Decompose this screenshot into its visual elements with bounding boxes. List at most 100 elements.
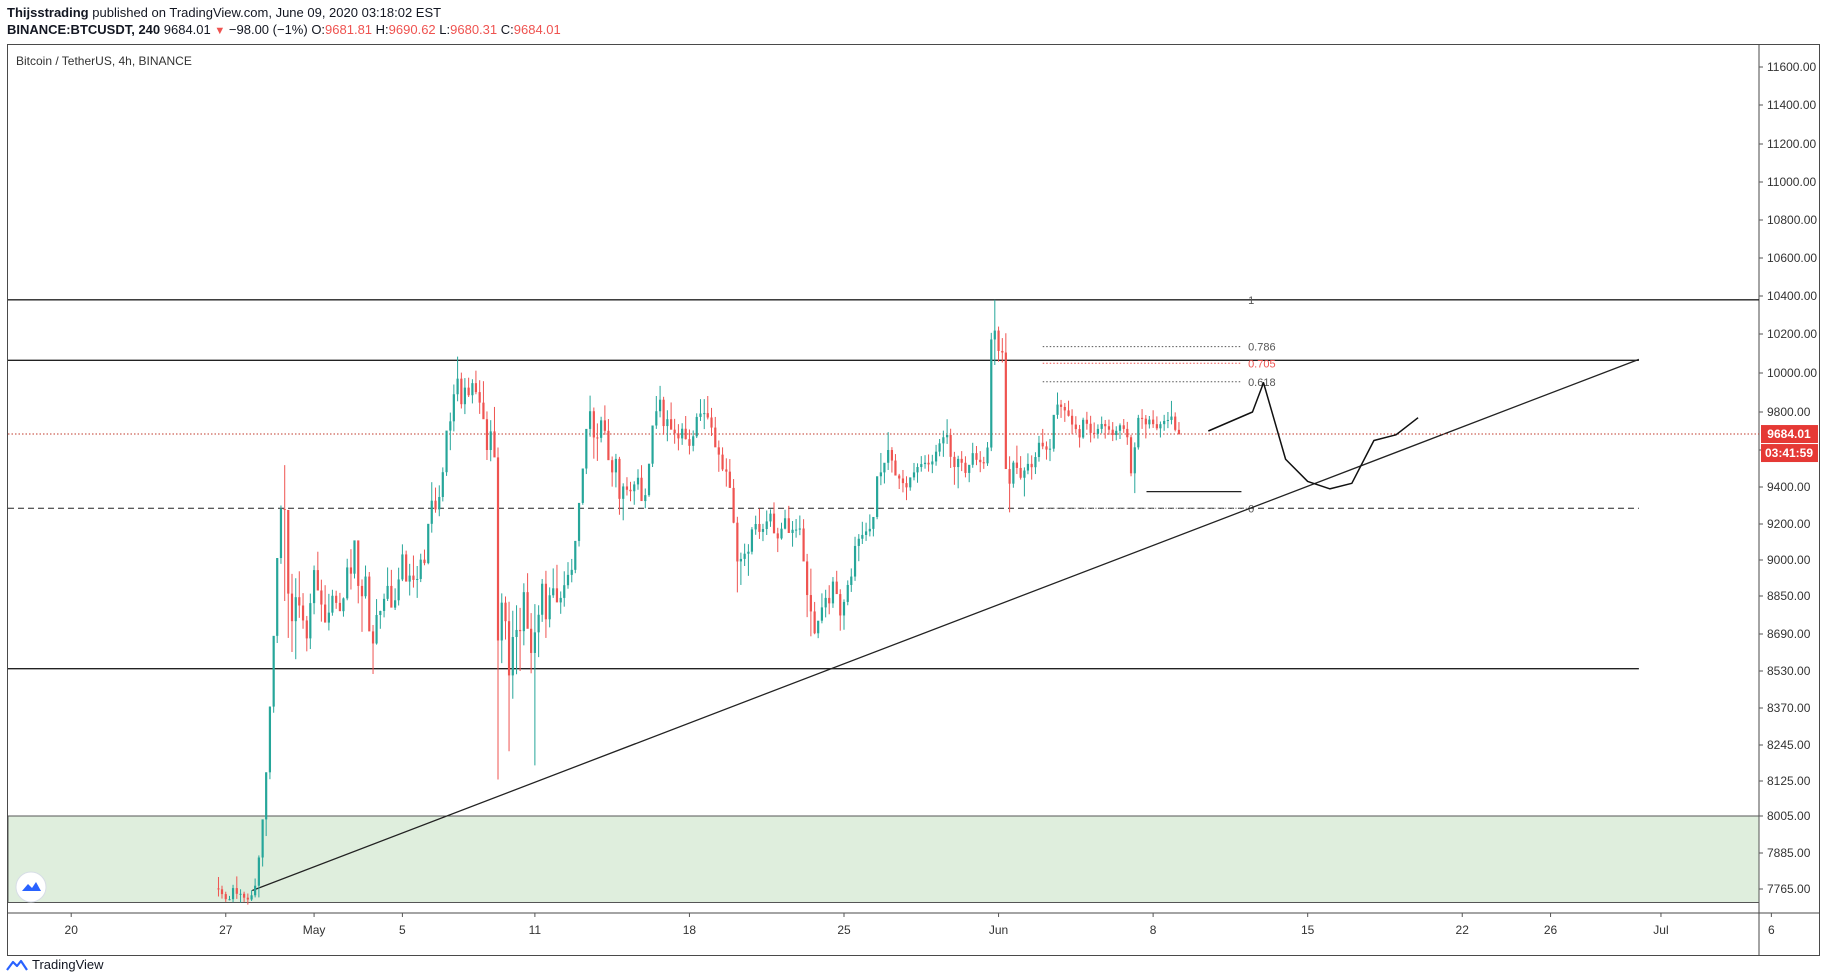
candle [912, 462, 916, 481]
candle [1052, 414, 1055, 452]
candle-body [445, 430, 448, 473]
candle [489, 420, 492, 462]
candle-body [997, 330, 1000, 351]
candle-body [990, 339, 993, 448]
price-axis-label: 10400.00 [1767, 289, 1817, 303]
candle [1019, 456, 1022, 480]
candle [405, 550, 408, 582]
candle-body [802, 528, 805, 562]
candle-body [824, 597, 827, 608]
candle-body [500, 602, 503, 641]
candle [1170, 400, 1173, 425]
candle [349, 549, 353, 590]
candle [754, 515, 757, 535]
candle-body [460, 378, 463, 405]
candle [397, 567, 400, 606]
candle-body [677, 433, 680, 439]
time-axis-label: 25 [837, 923, 851, 937]
candle-body [1034, 457, 1037, 468]
candle-body [1133, 447, 1136, 474]
candle [320, 579, 323, 622]
price-axis-label: 9200.00 [1767, 517, 1811, 531]
candle [876, 476, 879, 520]
high-value: 9690.62 [388, 22, 436, 37]
candle [268, 706, 272, 780]
candle-body [979, 459, 982, 463]
candle-body [688, 439, 691, 446]
candle [438, 485, 441, 517]
candle-body [662, 399, 665, 427]
candle-body [1137, 417, 1140, 448]
candle [427, 523, 430, 565]
candle [835, 570, 838, 595]
candle-body [563, 585, 566, 598]
candle [1111, 422, 1114, 442]
candle [802, 519, 805, 562]
candle [736, 516, 739, 593]
price-axis-label: 11600.00 [1767, 60, 1816, 74]
candle-body [695, 416, 698, 437]
candle-body [309, 603, 312, 639]
candle-body [960, 458, 963, 463]
candle-body [522, 592, 525, 632]
time-axis-label: 5 [399, 923, 406, 937]
candle-body [382, 598, 386, 611]
candle [861, 521, 864, 544]
candle [824, 589, 827, 618]
candle-body [1177, 429, 1181, 435]
candle-body [975, 453, 978, 460]
candle [577, 502, 581, 547]
candle [920, 456, 923, 472]
footer-brand[interactable]: TradingView [32, 957, 104, 972]
current-price-badge [1761, 425, 1818, 444]
candle [780, 522, 783, 540]
candle [596, 423, 599, 461]
ohlc-info: BINANCE:BTCUSDT, 240 9684.01 ▼ −98.00 (−… [7, 22, 561, 37]
candle-body [754, 524, 757, 530]
candle [1163, 414, 1166, 431]
fib-label-1: 0.786 [1248, 342, 1276, 354]
candle [658, 385, 662, 418]
candle [677, 424, 680, 451]
candle [971, 442, 974, 468]
candle-body [1023, 470, 1026, 478]
candle [526, 573, 529, 629]
candle [1174, 412, 1177, 432]
candle [485, 411, 489, 460]
candle [765, 510, 768, 535]
candle [493, 406, 496, 458]
tradingview-badge-mark-icon [22, 882, 41, 891]
candle-body [769, 513, 772, 522]
candle [379, 610, 382, 629]
candle-body [518, 629, 522, 632]
fib-label-4: 0 [1248, 503, 1254, 515]
chart-frame[interactable]: Bitcoin / TetherUS, 4h, BINANCE 1 0.786 0.7… [7, 44, 1820, 956]
candle-body [625, 486, 629, 490]
price-chart[interactable]: Bitcoin / TetherUS, 4h, BINANCE 1 0.786 0.7… [8, 45, 1819, 955]
candle-body [658, 399, 662, 412]
candle [1122, 419, 1125, 433]
candle [898, 473, 901, 490]
fib-label-2: 0.705 [1248, 358, 1276, 370]
candle-body [982, 462, 985, 464]
candle-body [842, 601, 846, 616]
candle-body [1052, 414, 1055, 449]
candle [809, 568, 812, 637]
candle-body [780, 528, 783, 539]
candle-body [1008, 469, 1011, 484]
candle-body [1144, 418, 1147, 425]
candle [224, 891, 227, 902]
candle-body [228, 899, 231, 901]
time-axis-label: 11 [529, 923, 542, 937]
candle-body [684, 428, 687, 440]
candle-body [916, 467, 919, 473]
candle-body [283, 509, 286, 511]
price-axis-label: 7765.00 [1767, 882, 1811, 896]
candle [312, 565, 316, 615]
candle-body [526, 592, 529, 629]
candle [559, 591, 562, 614]
author-name[interactable]: Thijsstrading [7, 5, 89, 20]
candle [441, 467, 444, 502]
candle [548, 587, 551, 628]
candle-body [765, 521, 768, 530]
